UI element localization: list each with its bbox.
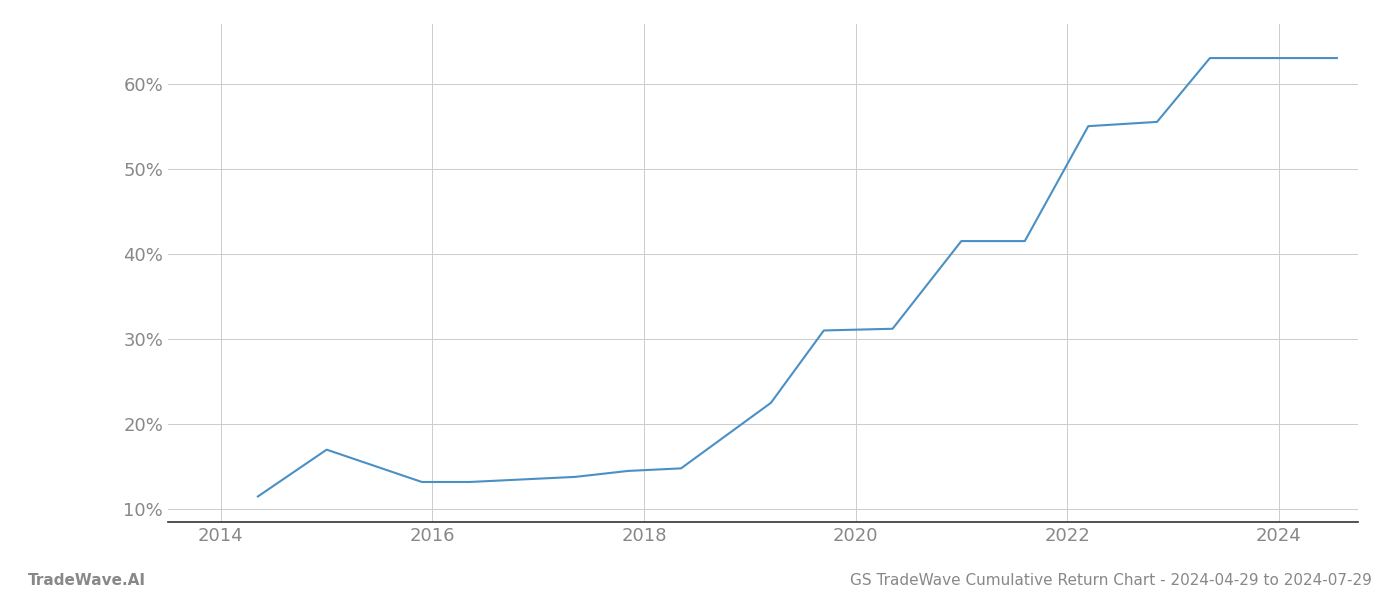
- Text: TradeWave.AI: TradeWave.AI: [28, 573, 146, 588]
- Text: GS TradeWave Cumulative Return Chart - 2024-04-29 to 2024-07-29: GS TradeWave Cumulative Return Chart - 2…: [850, 573, 1372, 588]
